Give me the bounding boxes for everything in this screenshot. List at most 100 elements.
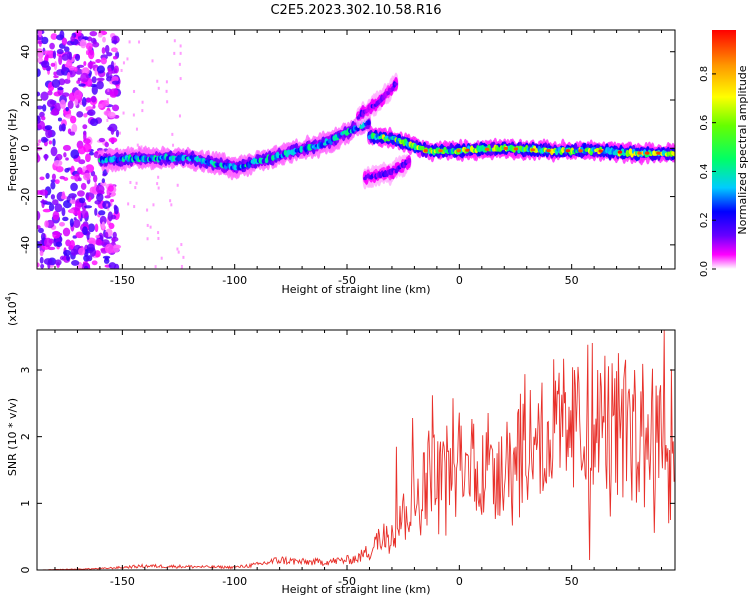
heatmap-cell (46, 99, 56, 108)
heatmap-cell (87, 61, 94, 69)
heatmap-cell (54, 259, 62, 266)
heatmap-cell (50, 62, 56, 67)
heatmap-cell (39, 176, 45, 181)
heatmap-cell (106, 98, 109, 102)
heatmap-cell (106, 203, 109, 207)
heatmap-cell (104, 44, 110, 54)
spectrogram-ytick-label: 0 (19, 145, 32, 152)
snr-xtick-label: -150 (110, 575, 135, 588)
heatmap-cell (63, 152, 67, 158)
heatmap-cell (75, 231, 84, 239)
heatmap-cell (40, 264, 45, 269)
heatmap-cell (456, 149, 461, 153)
heatmap-cell (79, 39, 87, 49)
heatmap-cell (546, 149, 551, 153)
heatmap-cell (157, 231, 160, 235)
spectrogram-heatmap (37, 30, 675, 269)
heatmap-cell (50, 110, 60, 116)
heatmap-cell (90, 95, 97, 103)
heatmap-cell (101, 101, 110, 107)
heatmap-cell (61, 123, 66, 132)
heatmap-cell (177, 250, 180, 254)
heatmap-cell (88, 49, 95, 60)
heatmap-cell (54, 203, 63, 213)
heatmap-cell (78, 197, 86, 204)
heatmap-cell (43, 258, 53, 265)
heatmap-cell (95, 234, 100, 239)
heatmap-cell (51, 78, 61, 88)
snr-xtick-label: 50 (565, 575, 579, 588)
heatmap-cell (94, 207, 98, 216)
heatmap-cell (70, 182, 78, 192)
heatmap-cell (37, 154, 41, 163)
heatmap-cell (180, 267, 183, 269)
heatmap-cell (83, 172, 91, 181)
heatmap-cell (78, 83, 86, 87)
heatmap-cell (645, 151, 650, 155)
heatmap-cell (58, 55, 63, 66)
heatmap-cell (423, 149, 428, 153)
heatmap-cell (83, 143, 92, 153)
heatmap-cell (97, 32, 103, 38)
heatmap-cell (107, 70, 113, 75)
heatmap-cell (129, 180, 132, 184)
heatmap-cell (93, 174, 98, 183)
heatmap-cell (91, 76, 97, 84)
heatmap-cell (122, 111, 125, 115)
heatmap-cell (66, 72, 71, 81)
heatmap-cell (42, 104, 47, 112)
heatmap-cell (421, 145, 425, 151)
heatmap-cell (138, 40, 141, 44)
figure-title: C2E5.2023.302.10.58.R16 (270, 3, 441, 18)
heatmap-cell (57, 117, 63, 122)
heatmap-cell (503, 146, 509, 150)
heatmap-cell (104, 243, 114, 254)
heatmap-cell (96, 65, 105, 74)
heatmap-cell (69, 218, 74, 228)
heatmap-cell (160, 256, 163, 260)
snr-frame (36, 329, 676, 571)
heatmap-cell (115, 129, 120, 138)
heatmap-cell (55, 165, 64, 173)
heatmap-cell (180, 264, 183, 268)
heatmap-cell (70, 35, 75, 42)
heatmap-cell (73, 89, 83, 100)
heatmap-cell (98, 210, 106, 216)
heatmap-cell (53, 61, 58, 71)
heatmap-cell (132, 113, 135, 117)
heatmap-cell (66, 59, 73, 68)
heatmap-cell (157, 86, 160, 90)
heatmap-cell (104, 256, 109, 261)
heatmap-cell (169, 199, 172, 203)
heatmap-cell (141, 100, 144, 104)
heatmap-cell (154, 265, 157, 269)
heatmap-cell (80, 182, 87, 190)
heatmap-cell (67, 100, 74, 109)
heatmap-feature-lower-branch (362, 154, 412, 190)
heatmap-cell (151, 59, 154, 63)
heatmap-cell (118, 131, 121, 135)
heatmap-cell (61, 207, 66, 217)
heatmap-cell (43, 237, 53, 248)
heatmap-cell (59, 99, 66, 110)
spectrogram-ylabel: Frequency (Hz) (6, 109, 19, 192)
heatmap-cell (54, 179, 60, 185)
heatmap-cell (104, 195, 111, 199)
heatmap-cell (637, 151, 642, 155)
spectrogram-ticks: -150 -100 -50 0 50 -40 -20 0 20 40 (19, 30, 675, 287)
heatmap-cell (367, 119, 371, 126)
heatmap-cell (83, 205, 93, 209)
heatmap-cell (82, 226, 88, 236)
heatmap-cell (44, 153, 48, 161)
heatmap-cell (40, 200, 48, 204)
heatmap-cell (77, 210, 82, 220)
heatmap-cell (37, 262, 40, 268)
heatmap-cell (176, 247, 179, 251)
spectrogram-ytick-label: -40 (19, 236, 32, 254)
heatmap-cell (40, 91, 49, 101)
heatmap-cell (107, 207, 110, 211)
colorbar-ticks: 0.0 0.2 0.4 0.6 0.8 (699, 66, 716, 277)
heatmap-cell (81, 97, 87, 107)
heatmap-cell (672, 152, 675, 157)
